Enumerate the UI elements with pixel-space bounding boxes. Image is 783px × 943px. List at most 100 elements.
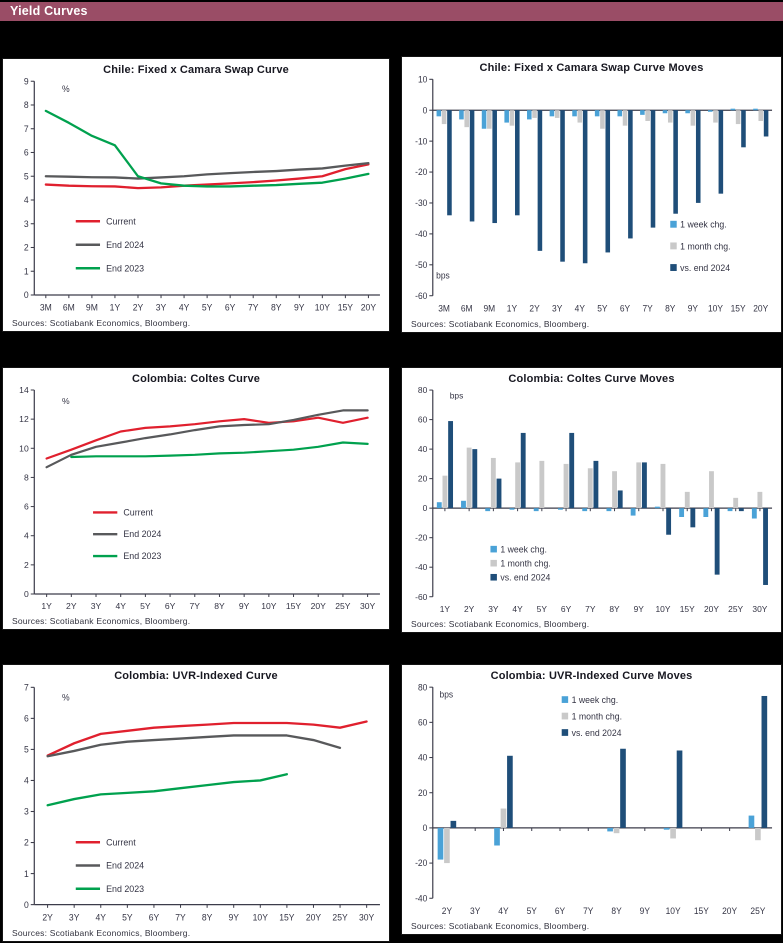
svg-text:7: 7 xyxy=(24,682,29,692)
svg-text:%: % xyxy=(62,692,70,702)
svg-text:bps: bps xyxy=(440,689,454,699)
svg-text:4: 4 xyxy=(24,531,29,541)
svg-text:80: 80 xyxy=(418,682,428,692)
svg-text:3Y: 3Y xyxy=(156,303,167,313)
svg-text:10Y: 10Y xyxy=(315,303,330,313)
svg-text:9M: 9M xyxy=(86,303,98,313)
svg-text:1Y: 1Y xyxy=(41,601,52,611)
svg-text:vs. end 2024: vs. end 2024 xyxy=(572,728,622,738)
svg-text:Current: Current xyxy=(106,837,136,847)
svg-text:-30: -30 xyxy=(415,198,427,208)
svg-text:End 2024: End 2024 xyxy=(123,529,161,539)
chile-swap-curve-line-chart: 0 1 2 3 4 5 6 7 8 9 3M 6M 9M 1Y 2Y 3Y 4Y 5Y 6Y 7Y 8Y 9Y 10Y 15Y… xyxy=(24,76,380,313)
svg-text:4Y: 4Y xyxy=(96,912,107,922)
svg-text:20Y: 20Y xyxy=(306,912,321,922)
colombia-uvr-curve-moves-bar-chart: -40 -20 0 20 40 60 80 2Y 3Y 4Y 5Y 6Y 7Y 8Y 9Y 10Y 15Y 20Y… xyxy=(415,682,773,916)
svg-text:15Y: 15Y xyxy=(279,912,294,922)
svg-text:0: 0 xyxy=(24,589,29,599)
svg-text:2Y: 2Y xyxy=(464,604,475,614)
svg-text:15Y: 15Y xyxy=(286,601,302,611)
svg-text:9: 9 xyxy=(24,76,29,86)
svg-text:20Y: 20Y xyxy=(753,303,768,313)
svg-text:7Y: 7Y xyxy=(248,303,259,313)
svg-text:vs. end 2024: vs. end 2024 xyxy=(680,263,730,273)
svg-text:Current: Current xyxy=(123,507,153,517)
svg-text:25Y: 25Y xyxy=(332,912,347,922)
svg-text:0: 0 xyxy=(24,900,29,910)
svg-text:3Y: 3Y xyxy=(91,601,102,611)
svg-text:14: 14 xyxy=(19,385,29,395)
svg-text:7Y: 7Y xyxy=(175,912,186,922)
svg-text:6Y: 6Y xyxy=(555,906,566,916)
svg-text:3Y: 3Y xyxy=(470,906,481,916)
colombia-coltes-curve-line-chart: 0 2 4 6 8 10 12 14 1Y 2Y 3Y 4Y 5Y 6Y 7Y 8Y 9Y 10Y 15Y 20Y 25… xyxy=(19,385,380,611)
chile-swap-curve-moves-bar-chart: -60 -50 -40 -30 -20 -10 0 10 3M 6M 9M 1Y 2Y 3Y 4Y 5Y 6Y 7… xyxy=(415,74,773,314)
svg-text:0: 0 xyxy=(24,290,29,300)
chart-title: Chile: Fixed x Camara Swap Curve Moves xyxy=(479,62,704,74)
svg-text:5Y: 5Y xyxy=(122,912,133,922)
svg-text:4Y: 4Y xyxy=(498,906,509,916)
svg-text:6Y: 6Y xyxy=(620,303,630,313)
svg-text:0: 0 xyxy=(423,503,428,513)
svg-text:15Y: 15Y xyxy=(694,906,709,916)
svg-text:1 week chg.: 1 week chg. xyxy=(572,695,619,705)
svg-text:bps: bps xyxy=(436,270,450,280)
chart-sources: Sources: Scotiabank Economics, Bloomberg… xyxy=(411,319,590,329)
svg-text:4Y: 4Y xyxy=(115,601,126,611)
svg-text:8: 8 xyxy=(24,472,29,482)
svg-text:20Y: 20Y xyxy=(361,303,376,313)
svg-text:4Y: 4Y xyxy=(575,303,585,313)
svg-text:3: 3 xyxy=(24,806,29,816)
chart-panel-chile-swap-curve-moves: Chile: Fixed x Camara Swap Curve Moves -… xyxy=(401,56,782,333)
svg-text:10Y: 10Y xyxy=(253,912,268,922)
chart-title: Chile: Fixed x Camara Swap Curve xyxy=(103,64,289,76)
svg-text:8: 8 xyxy=(24,100,29,110)
svg-text:9Y: 9Y xyxy=(640,906,651,916)
chart-sources: Sources: Scotiabank Economics, Bloomberg… xyxy=(411,921,590,931)
svg-text:15Y: 15Y xyxy=(680,604,695,614)
svg-text:vs. end 2024: vs. end 2024 xyxy=(500,572,550,582)
svg-text:5: 5 xyxy=(24,744,29,754)
svg-text:6: 6 xyxy=(24,147,29,157)
svg-text:10Y: 10Y xyxy=(655,604,670,614)
svg-text:Current: Current xyxy=(106,216,136,226)
svg-text:2Y: 2Y xyxy=(42,912,53,922)
svg-text:60: 60 xyxy=(418,717,428,727)
svg-text:20Y: 20Y xyxy=(704,604,719,614)
svg-text:15Y: 15Y xyxy=(338,303,353,313)
svg-text:6Y: 6Y xyxy=(225,303,236,313)
svg-text:6M: 6M xyxy=(63,303,75,313)
svg-text:2: 2 xyxy=(24,838,29,848)
svg-text:9Y: 9Y xyxy=(294,303,305,313)
svg-text:4: 4 xyxy=(24,775,29,785)
svg-text:%: % xyxy=(62,84,70,94)
svg-text:-10: -10 xyxy=(415,136,427,146)
svg-text:5Y: 5Y xyxy=(597,303,607,313)
chart-panel-chile-swap-curve: Chile: Fixed x Camara Swap Curve 0 1 2 3 4 5 6… xyxy=(2,58,390,332)
svg-text:8Y: 8Y xyxy=(611,906,622,916)
svg-text:1 month chg.: 1 month chg. xyxy=(500,558,550,568)
svg-text:30Y: 30Y xyxy=(752,604,767,614)
svg-text:20Y: 20Y xyxy=(722,906,737,916)
svg-text:5Y: 5Y xyxy=(140,601,151,611)
svg-text:-60: -60 xyxy=(415,592,427,602)
svg-text:2: 2 xyxy=(24,242,29,252)
svg-text:4Y: 4Y xyxy=(512,604,523,614)
svg-text:3Y: 3Y xyxy=(69,912,80,922)
svg-text:3Y: 3Y xyxy=(488,604,499,614)
svg-text:-20: -20 xyxy=(415,858,427,868)
svg-text:1: 1 xyxy=(24,869,29,879)
svg-text:7Y: 7Y xyxy=(585,604,596,614)
svg-text:0: 0 xyxy=(423,823,428,833)
svg-text:3Y: 3Y xyxy=(552,303,562,313)
svg-text:20Y: 20Y xyxy=(311,601,327,611)
svg-text:40: 40 xyxy=(418,444,428,454)
svg-text:5Y: 5Y xyxy=(537,604,548,614)
page-header-bar: Yield Curves xyxy=(0,2,783,21)
svg-text:2Y: 2Y xyxy=(442,906,453,916)
svg-text:80: 80 xyxy=(418,385,428,395)
chart-sources: Sources: Scotiabank Economics, Bloomberg… xyxy=(12,318,191,328)
svg-text:7: 7 xyxy=(24,124,29,134)
svg-text:12: 12 xyxy=(19,414,29,424)
svg-text:1 month chg.: 1 month chg. xyxy=(572,711,622,721)
